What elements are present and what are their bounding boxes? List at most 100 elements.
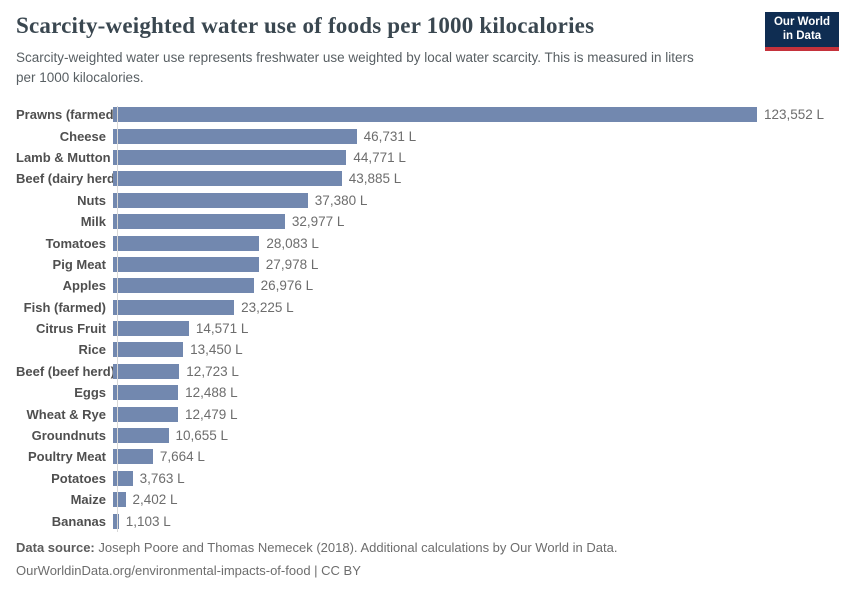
bar-track: 3,763 L bbox=[112, 470, 850, 486]
bar-row: Beef (dairy herd) 43,885 L bbox=[16, 168, 850, 189]
bar-segment bbox=[113, 428, 169, 444]
bar-row: Prawns (farmed) 123,552 L bbox=[16, 104, 850, 125]
bar-rows: Prawns (farmed) 123,552 L Cheese 46,731 L La… bbox=[16, 104, 850, 532]
category-label: Nuts bbox=[77, 192, 106, 208]
bar-track: 123,552 L bbox=[112, 107, 850, 123]
bar-track: 26,976 L bbox=[112, 278, 850, 294]
bar-track: 37,380 L bbox=[112, 192, 850, 208]
bar-row: Wheat & Rye 12,479 L bbox=[16, 403, 850, 424]
value-label: 27,978 L bbox=[265, 256, 319, 272]
bar-row: Groundnuts 10,655 L bbox=[16, 425, 850, 446]
bar-track: 2,402 L bbox=[112, 492, 850, 508]
value-label: 2,402 L bbox=[132, 492, 178, 508]
bar-track: 43,885 L bbox=[112, 171, 850, 187]
value-label: 7,664 L bbox=[159, 449, 205, 465]
chart-subtitle: Scarcity-weighted water use represents f… bbox=[16, 50, 694, 85]
category-label: Rice bbox=[78, 342, 106, 358]
bar-track: 10,655 L bbox=[112, 428, 850, 444]
bar-track: 27,978 L bbox=[112, 256, 850, 272]
license-line: OurWorldinData.org/environmental-impacts… bbox=[16, 563, 361, 578]
owid-logo-line1: Our World bbox=[773, 16, 830, 28]
value-label: 1,103 L bbox=[125, 513, 171, 529]
category-label: Pig Meat bbox=[52, 256, 106, 272]
category-label: Tomatoes bbox=[45, 235, 106, 251]
value-label: 10,655 L bbox=[175, 428, 229, 444]
bar-row: Eggs 12,488 L bbox=[16, 382, 850, 403]
value-label: 37,380 L bbox=[314, 192, 368, 208]
bar-row: Nuts 37,380 L bbox=[16, 190, 850, 211]
bar-track: 12,488 L bbox=[112, 385, 850, 401]
category-label: Milk bbox=[80, 214, 106, 230]
category-label: Cheese bbox=[59, 128, 106, 144]
category-label: Apples bbox=[62, 278, 106, 294]
data-source-label: Data source: bbox=[16, 540, 95, 555]
chart-header: Scarcity-weighted water use of foods per… bbox=[16, 13, 754, 88]
value-label: 12,723 L bbox=[186, 363, 239, 379]
bar-track: 14,571 L bbox=[112, 321, 850, 337]
bar-track: 23,225 L bbox=[112, 299, 850, 315]
bar-segment bbox=[113, 107, 757, 123]
bar-row: Apples 26,976 L bbox=[16, 275, 850, 296]
category-label: Citrus Fruit bbox=[35, 321, 106, 337]
bar-segment bbox=[113, 278, 254, 294]
owid-logo: Our World in Data bbox=[765, 12, 839, 51]
y-axis-line bbox=[117, 106, 118, 532]
bar-segment bbox=[113, 470, 133, 486]
bar-row: Rice 13,450 L bbox=[16, 339, 850, 360]
value-label: 28,083 L bbox=[266, 235, 319, 251]
bar-segment bbox=[113, 299, 235, 315]
category-label: Bananas bbox=[51, 513, 106, 529]
bar-row: Cheese 46,731 L bbox=[16, 125, 850, 146]
bar-segment bbox=[113, 363, 180, 379]
data-source-text: Joseph Poore and Thomas Nemecek (2018). … bbox=[94, 540, 618, 555]
bar-segment bbox=[113, 149, 347, 165]
category-label: Lamb & Mutton bbox=[16, 149, 111, 165]
value-label: 13,450 L bbox=[190, 342, 243, 358]
bar-segment bbox=[113, 449, 153, 465]
bar-segment bbox=[113, 513, 119, 529]
bar-row: Bananas 1,103 L bbox=[16, 510, 850, 531]
category-label: Poultry Meat bbox=[27, 449, 106, 465]
bar-track: 1,103 L bbox=[112, 513, 850, 529]
bar-segment bbox=[113, 235, 260, 251]
bar-row: Citrus Fruit 14,571 L bbox=[16, 318, 850, 339]
bar-segment bbox=[113, 492, 126, 508]
bar-row: Potatoes 3,763 L bbox=[16, 468, 850, 489]
bar-track: 7,664 L bbox=[112, 449, 850, 465]
value-label: 46,731 L bbox=[363, 128, 417, 144]
bar-track: 12,723 L bbox=[112, 363, 850, 379]
bar-track: 44,771 L bbox=[112, 149, 850, 165]
bar-segment bbox=[113, 385, 179, 401]
owid-logo-line2: in Data bbox=[782, 29, 822, 42]
value-label: 23,225 L bbox=[241, 299, 294, 315]
bar-track: 13,450 L bbox=[112, 342, 850, 358]
value-label: 12,479 L bbox=[185, 406, 238, 422]
data-source-line: Data source: Joseph Poore and Thomas Nem… bbox=[16, 536, 834, 559]
bar-track: 46,731 L bbox=[112, 128, 850, 144]
bar-track: 12,479 L bbox=[112, 406, 850, 422]
chart-footer: Data source: Joseph Poore and Thomas Nem… bbox=[16, 536, 834, 582]
value-label: 123,552 L bbox=[764, 107, 825, 123]
bar-row: Beef (beef herd) 12,723 L bbox=[16, 361, 850, 382]
category-label: Beef (beef herd) bbox=[16, 363, 115, 379]
value-label: 43,885 L bbox=[348, 171, 402, 187]
category-label: Groundnuts bbox=[31, 428, 106, 444]
bar-segment bbox=[113, 321, 189, 337]
bar-row: Poultry Meat 7,664 L bbox=[16, 446, 850, 467]
bar-row: Tomatoes 28,083 L bbox=[16, 232, 850, 253]
bar-row: Lamb & Mutton 44,771 L bbox=[16, 147, 850, 168]
bar-row: Fish (farmed) 23,225 L bbox=[16, 297, 850, 318]
bar-segment bbox=[113, 128, 357, 144]
value-label: 3,763 L bbox=[139, 470, 185, 486]
bar-chart: Prawns (farmed) 123,552 L Cheese 46,731 L La… bbox=[16, 104, 850, 532]
bar-row: Maize 2,402 L bbox=[16, 489, 850, 510]
category-label: Beef (dairy herd) bbox=[16, 171, 120, 187]
value-label: 44,771 L bbox=[353, 149, 406, 165]
value-label: 14,571 L bbox=[195, 321, 249, 337]
category-label: Prawns (farmed) bbox=[16, 107, 118, 123]
bar-segment bbox=[113, 406, 178, 422]
value-label: 26,976 L bbox=[260, 278, 314, 294]
category-label: Wheat & Rye bbox=[26, 406, 106, 422]
category-label: Eggs bbox=[74, 385, 106, 401]
page-title: Scarcity-weighted water use of foods per… bbox=[16, 13, 595, 38]
